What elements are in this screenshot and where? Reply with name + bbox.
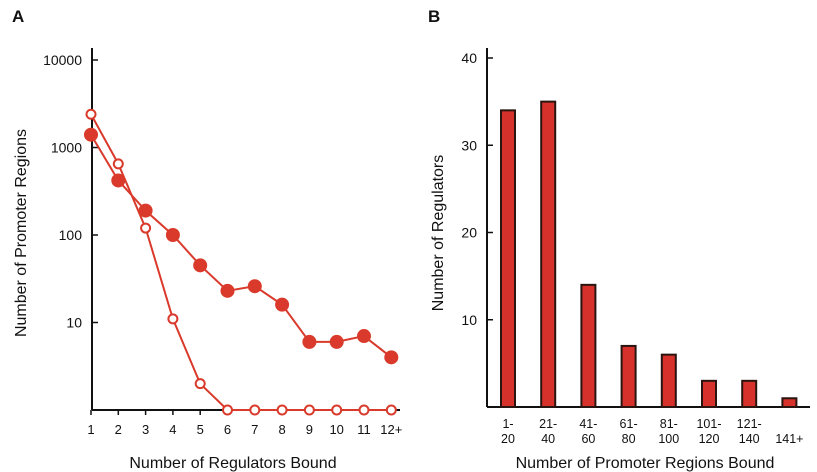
panel-a-y-ticks: 10000 1000 100 10 [43,52,98,331]
panel-a-open-point [276,404,288,416]
panel-a: A 10000 1000 100 10 1 2 3 4 5 6 7 8 9 10 11 12+ Number… [12,7,402,472]
panel-a-open-point [222,404,233,416]
panel-b-x-tick-label-line1: 81- [660,417,678,431]
panel-a-filled-point [84,127,98,142]
panel-a-x-tick-label: 2 [115,422,122,437]
panel-a-open-point [385,404,397,416]
panel-a-y-tick-label: 10000 [43,52,82,68]
panel-a-open-point [303,404,315,416]
panel-b-x-tick-label-line1: 141+ [775,432,803,446]
panel-a-y-tick-label: 10 [66,315,82,331]
panel-b-x-tick-label-line1: 1- [502,417,513,431]
panel-a-open-point [194,378,206,390]
panel-a-x-tick-label: 9 [306,422,313,437]
panel-a-filled-point [193,258,208,273]
panel-a-filled-point [329,334,344,349]
panel-a-x-tick-label: 11 [357,422,371,437]
panel-a-filled-point [247,279,262,294]
panel-b-x-tick-label-line1: 21- [539,417,557,431]
panel-b-x-ticks: 1-20 21-40 41-60 61-80 81-100 101-120 121-140 1… [501,417,803,446]
panel-a-x-tick-label: 7 [251,422,258,437]
panel-b-y-tick-label: 20 [461,225,477,241]
panel-b-x-axis-label: Number of Promoter Regions Bound [516,455,775,472]
panel-a-x-tick-label: 4 [169,422,176,437]
panel-b-x-tick-label-line2: 40 [541,432,555,446]
panel-a-y-tick-label: 1000 [51,140,82,156]
panel-b-bar [540,100,557,408]
panel-a-x-tick-label: 3 [142,422,149,437]
panel-b-x-tick-label-line2: 60 [581,432,595,446]
panel-b-y-tick-label: 40 [461,50,477,66]
panel-b-bar [781,397,798,408]
panel-b-x-tick-label-line2: 120 [699,432,720,446]
panel-a-x-tick-label: 5 [197,422,204,437]
panel-a-filled-point [275,297,290,312]
panel-a-series [84,108,399,416]
panel-b-x-tick-label-line2: 80 [622,432,636,446]
panel-b-x-tick-label-line1: 101- [696,417,721,431]
panel-a-y-tick-label: 100 [59,227,83,243]
panel-a-label: A [12,7,24,26]
panel-a-y-axis-label: Number of Promoter Regions [13,129,30,337]
panel-a-x-tick-label: 10 [329,422,343,437]
panel-a-filled-point [111,173,126,188]
panel-b-bars [500,100,798,409]
panel-a-filled-point [220,283,235,298]
panel-a-x-axis-label: Number of Regulators Bound [129,455,336,472]
panel-b-x-tick-label-line1: 61- [620,417,638,431]
panel-a-series-line-open [90,113,392,411]
panel-b-bar [741,379,758,409]
panel-a-series-line-filled [90,134,392,359]
panel-b-x-tick-label-line2: 100 [658,432,679,446]
panel-b-x-tick-label-line1: 121- [737,417,762,431]
panel-a-x-tick-label: 1 [87,422,94,437]
panel-a-axes [91,48,400,411]
panel-b-y-tick-label: 30 [461,137,477,153]
panel-b-y-ticks: 40 30 20 10 [461,50,493,328]
panel-a-x-tick-label: 6 [224,422,231,437]
panel-a-open-point [85,108,97,120]
panel-a-filled-point [138,203,153,218]
panel-b-bar [701,379,717,409]
panel-b-bar [660,353,677,408]
panel-a-filled-point [165,228,180,242]
panel-b-label: B [428,7,440,26]
panel-a-open-point [358,404,370,416]
panel-b-axes [486,48,810,408]
panel-a-open-point [331,404,343,416]
panel-b-x-tick-label-line2: 20 [501,432,515,446]
panel-a-x-ticks: 1 2 3 4 5 6 7 8 9 10 11 12+ [87,410,402,437]
panel-a-open-point [112,158,124,170]
panel-b-bar [580,283,597,409]
panel-a-open-point [140,222,152,234]
panel-b-y-tick-label: 10 [461,312,477,328]
panel-a-x-tick-label: 8 [278,422,285,437]
panel-b-bar [620,344,637,408]
panel-b-bar [500,109,516,408]
panel-a-filled-point [302,334,317,349]
panel-b-x-tick-label-line1: 41- [579,417,597,431]
panel-b-x-tick-label-line2: 140 [739,432,760,446]
panel-a-x-tick-label: 12+ [380,422,402,437]
panel-a-filled-point [357,329,371,344]
panel-b-y-axis-label: Number of Regulators [430,155,447,312]
panel-a-open-point [249,404,261,416]
panel-a-filled-point [384,350,399,365]
panel-a-open-point [167,313,179,325]
